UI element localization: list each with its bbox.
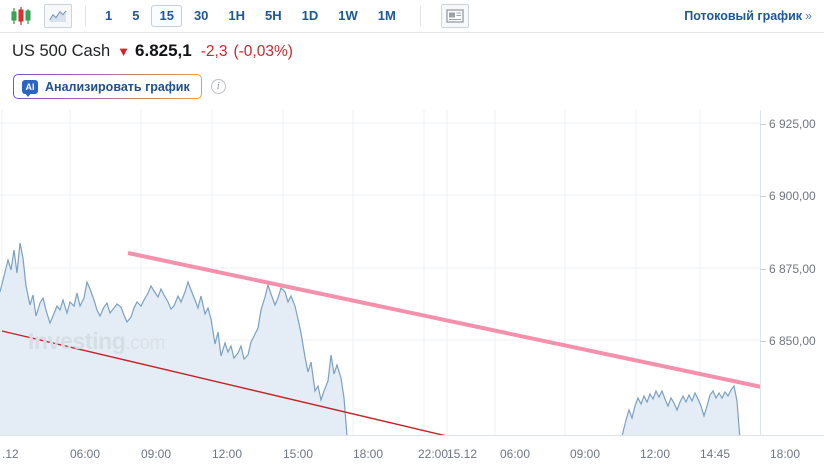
- down-arrow-icon: ▼: [117, 44, 131, 59]
- time-axis: .12 06:00 09:00 12:00 15:00 18:00 22:00 …: [0, 435, 824, 467]
- x-tick-2: 09:00: [141, 447, 172, 461]
- y-tick-6900: 6 900,00: [760, 189, 816, 203]
- analyze-chart-label: Анализировать график: [45, 79, 190, 94]
- chart-plot-area[interactable]: Investing.com: [0, 110, 760, 435]
- x-tick-10: 12:00: [640, 447, 671, 461]
- price-change: -2,3: [200, 43, 228, 60]
- timeframe-1d[interactable]: 1D: [301, 8, 319, 23]
- quote-header: US 500 Cash ▼ 6.825,1 -2,3 (-0,03%): [12, 41, 293, 61]
- candlestick-chart-icon[interactable]: [8, 4, 34, 28]
- news-article-icon[interactable]: [440, 4, 469, 28]
- ai-analyze-row: AI Анализировать график i: [13, 74, 226, 99]
- x-tick-6: 22:00: [418, 447, 449, 461]
- line-chart-icon[interactable]: [44, 4, 72, 28]
- chart-annotations: [1, 251, 760, 435]
- timeframe-5[interactable]: 5: [132, 8, 140, 23]
- instrument-name: US 500 Cash: [12, 42, 111, 60]
- x-tick-11: 14:45: [700, 447, 731, 461]
- x-tick-8: 06:00: [500, 447, 531, 461]
- price-area-fill: [0, 243, 752, 435]
- chevron-right-icon: »: [805, 9, 812, 23]
- x-tick-5: 18:00: [353, 447, 384, 461]
- price-area-chart: [0, 110, 760, 435]
- timeframe-30[interactable]: 30: [193, 8, 209, 23]
- toolbar-divider-1: [85, 6, 86, 26]
- timeframe-1h[interactable]: 1H: [228, 8, 246, 23]
- chart-toolbar: 1 5 15 30 1H 5H 1D 1W 1M Потоковый графи…: [0, 0, 824, 33]
- x-tick-3: 12:00: [212, 447, 243, 461]
- timeframe-1w[interactable]: 1W: [338, 8, 358, 23]
- x-tick-1: 06:00: [70, 447, 101, 461]
- info-icon[interactable]: i: [210, 79, 226, 94]
- analyze-chart-button[interactable]: AI Анализировать график: [13, 74, 202, 99]
- price-axis: 6 925,00 6 900,00 6 875,00 6 850,00: [760, 110, 824, 435]
- x-tick-12: 18:00: [770, 447, 801, 461]
- timeframe-15[interactable]: 15: [151, 5, 182, 27]
- y-tick-6925: 6 925,00: [760, 117, 816, 131]
- x-tick-4: 15:00: [283, 447, 314, 461]
- timeframe-5h[interactable]: 5H: [265, 8, 282, 23]
- x-tick-7: 15.12: [447, 447, 478, 461]
- y-tick-6850: 6 850,00: [760, 334, 816, 348]
- timeframe-1m[interactable]: 1M: [377, 8, 396, 23]
- ai-badge-icon: AI: [22, 79, 38, 97]
- x-tick-9: 09:00: [570, 447, 601, 461]
- toolbar-divider-2: [419, 6, 421, 26]
- price-line: [0, 242, 741, 435]
- y-tick-6875: 6 875,00: [760, 262, 816, 276]
- chart-container: Investing.com 6 925,00 6 900,00 6 875,00…: [0, 110, 824, 467]
- streaming-chart-link[interactable]: Потоковый график»: [684, 9, 812, 23]
- x-tick-0: .12: [2, 447, 19, 461]
- timeframe-1[interactable]: 1: [105, 8, 113, 23]
- streaming-chart-label: Потоковый график: [684, 9, 803, 23]
- price-change-percent: (-0,03%): [233, 43, 293, 60]
- last-price: 6.825,1: [135, 41, 192, 60]
